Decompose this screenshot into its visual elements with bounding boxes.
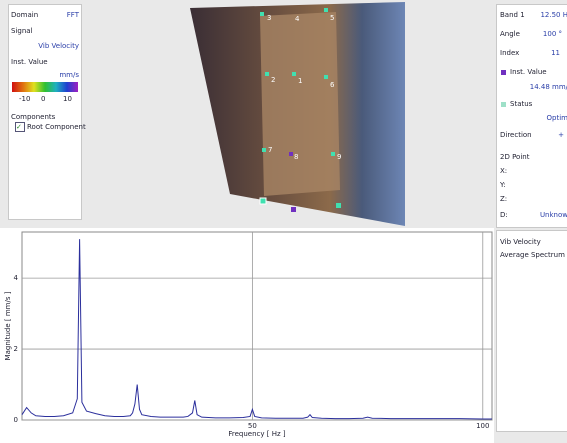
value: Vib Velocity (38, 42, 79, 50)
label: Index (500, 49, 520, 57)
label: Z: (500, 195, 508, 203)
value: 14.48 mm/ (529, 83, 567, 91)
label: Band 1 (500, 11, 525, 19)
marker (262, 148, 266, 152)
point-label: 7 (268, 146, 272, 154)
point-label: 8 (294, 153, 298, 161)
color-scale (12, 82, 78, 92)
label: Angle (500, 30, 520, 38)
label: Y: (500, 181, 506, 189)
label: Domain (11, 11, 39, 19)
label: X: (500, 167, 508, 175)
value: FFT (66, 11, 79, 19)
scale-label: -10 (19, 95, 31, 103)
scale-label: 0 (41, 95, 46, 103)
point-label: 9 (337, 153, 341, 161)
value: + (558, 131, 564, 139)
x-tick-label: 50 (248, 422, 257, 430)
marker (324, 75, 328, 79)
checkbox[interactable]: ✓ (15, 122, 25, 132)
spectrum-line (21, 239, 492, 420)
point-label: 6 (330, 81, 335, 89)
point-label: 3 (267, 14, 271, 22)
label: Direction (500, 131, 532, 139)
icon (501, 102, 506, 107)
label: Components (11, 113, 56, 121)
legend-entry: Average Spectrum (500, 251, 565, 259)
marker (289, 152, 293, 156)
marker (265, 72, 269, 76)
plate (260, 12, 340, 196)
point-label: 1 (298, 77, 302, 85)
legend-panel: Vib Velocity Average Spectrum (496, 230, 567, 432)
y-tick-label: 4 (14, 274, 19, 282)
marker (291, 207, 296, 212)
marker (324, 8, 328, 12)
x-axis-label: Frequency [ Hz ] (228, 430, 286, 438)
y-tick-label: 0 (14, 416, 18, 424)
marker (260, 12, 264, 16)
value: 11 (551, 49, 560, 57)
tree-item[interactable]: Root Component (27, 123, 86, 131)
label: D: (500, 211, 508, 219)
y-axis-label: Magnitude [ mm/s ] (4, 291, 12, 360)
label: Signal (11, 27, 33, 35)
model-view: 3 4 5 2 1 6 7 8 9 (190, 2, 405, 226)
right-panel: Band 1 12.50 H Angle 100 ° Index 11 Inst… (496, 4, 567, 228)
unit: mm/s (59, 71, 79, 79)
plot-area (21, 231, 493, 421)
marker (292, 72, 296, 76)
value: Unknow (539, 211, 567, 219)
label: Inst. Value (11, 58, 48, 66)
label: 2D Point (500, 153, 530, 161)
scale-label: 10 (63, 95, 72, 103)
marker (336, 203, 341, 208)
label: Status (510, 100, 533, 108)
y-tick-label: 2 (14, 345, 18, 353)
value: 100 ° (542, 30, 562, 38)
left-panel: Domain FFT Signal Vib Velocity Inst. Val… (8, 4, 86, 220)
spectrum-chart: 0 2 4 50 100 Frequency [ Hz ] Magnitude [ mm/s… (0, 228, 494, 443)
point-label: 5 (330, 14, 334, 22)
marker (331, 152, 335, 156)
legend-entry: Vib Velocity (500, 238, 541, 246)
value: Optim (546, 114, 567, 122)
point-label: 2 (271, 76, 275, 84)
label: Inst. Value (510, 68, 547, 76)
value: 12.50 H (540, 11, 567, 19)
point-label: 4 (295, 15, 300, 23)
marker (259, 197, 267, 205)
icon (501, 70, 506, 75)
x-tick-label: 100 (476, 422, 489, 430)
